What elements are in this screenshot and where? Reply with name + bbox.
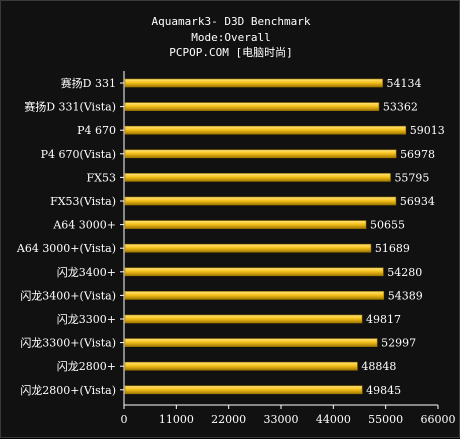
category-label: 赛扬D 331(Vista) (24, 100, 116, 114)
value-label: 48848 (361, 360, 396, 373)
bar (124, 102, 380, 111)
category-label: 赛扬D 331 (61, 76, 116, 90)
category-label: A64 3000+ (52, 219, 116, 232)
value-label: 55795 (394, 171, 429, 184)
value-label: 53362 (383, 101, 418, 114)
value-label: 50655 (370, 219, 405, 232)
chart-subtitle-source: PCPOP.COM [电脑时尚] (169, 46, 293, 59)
chart-subtitle-mode: Mode:Overall (191, 31, 271, 44)
category-label: 闪龙3300+ (57, 312, 116, 326)
bar (124, 243, 372, 253)
x-tick-label: 33000 (264, 413, 299, 426)
value-label: 59013 (410, 124, 445, 137)
category-label: 闪龙3300+(Vista) (20, 336, 116, 350)
category-label: 闪龙3400+(Vista) (20, 288, 116, 302)
x-tick-label: 66000 (421, 413, 456, 426)
bar (124, 78, 383, 88)
category-label: FX53(Vista) (50, 195, 116, 208)
value-label: 49845 (366, 384, 401, 397)
x-tick-label: 11000 (159, 413, 194, 426)
x-tick-label: 22000 (211, 413, 246, 426)
value-label: 54134 (387, 77, 422, 90)
value-label: 51689 (375, 242, 410, 255)
bar (124, 173, 391, 182)
value-label: 49817 (366, 313, 401, 326)
chart-title: Aquamark3- D3D Benchmark (151, 15, 311, 28)
category-label: 闪龙2800+(Vista) (20, 383, 116, 397)
category-label: 闪龙2800+ (57, 359, 116, 373)
bar (124, 338, 378, 347)
bar (124, 196, 397, 206)
value-label: 54389 (388, 289, 423, 302)
bar (124, 314, 363, 324)
bar (124, 291, 385, 300)
bar (124, 149, 397, 159)
value-label: 56978 (400, 148, 435, 161)
category-label: P4 670(Vista) (41, 148, 116, 161)
x-tick-label: 55000 (368, 413, 403, 426)
value-label: 54280 (387, 266, 422, 279)
bar (124, 220, 367, 229)
value-label: 56934 (400, 195, 435, 208)
value-label: 52997 (381, 337, 416, 350)
category-label: 闪龙3400+ (57, 265, 116, 279)
bar (124, 385, 363, 395)
category-label: P4 670 (77, 124, 116, 137)
category-label: FX53 (87, 171, 116, 184)
x-tick-label: 0 (121, 413, 128, 426)
bar (124, 361, 358, 371)
bar (124, 267, 384, 277)
bar (124, 125, 407, 135)
x-tick-label: 44000 (316, 413, 351, 426)
category-label: A64 3000+(Vista) (16, 242, 116, 255)
